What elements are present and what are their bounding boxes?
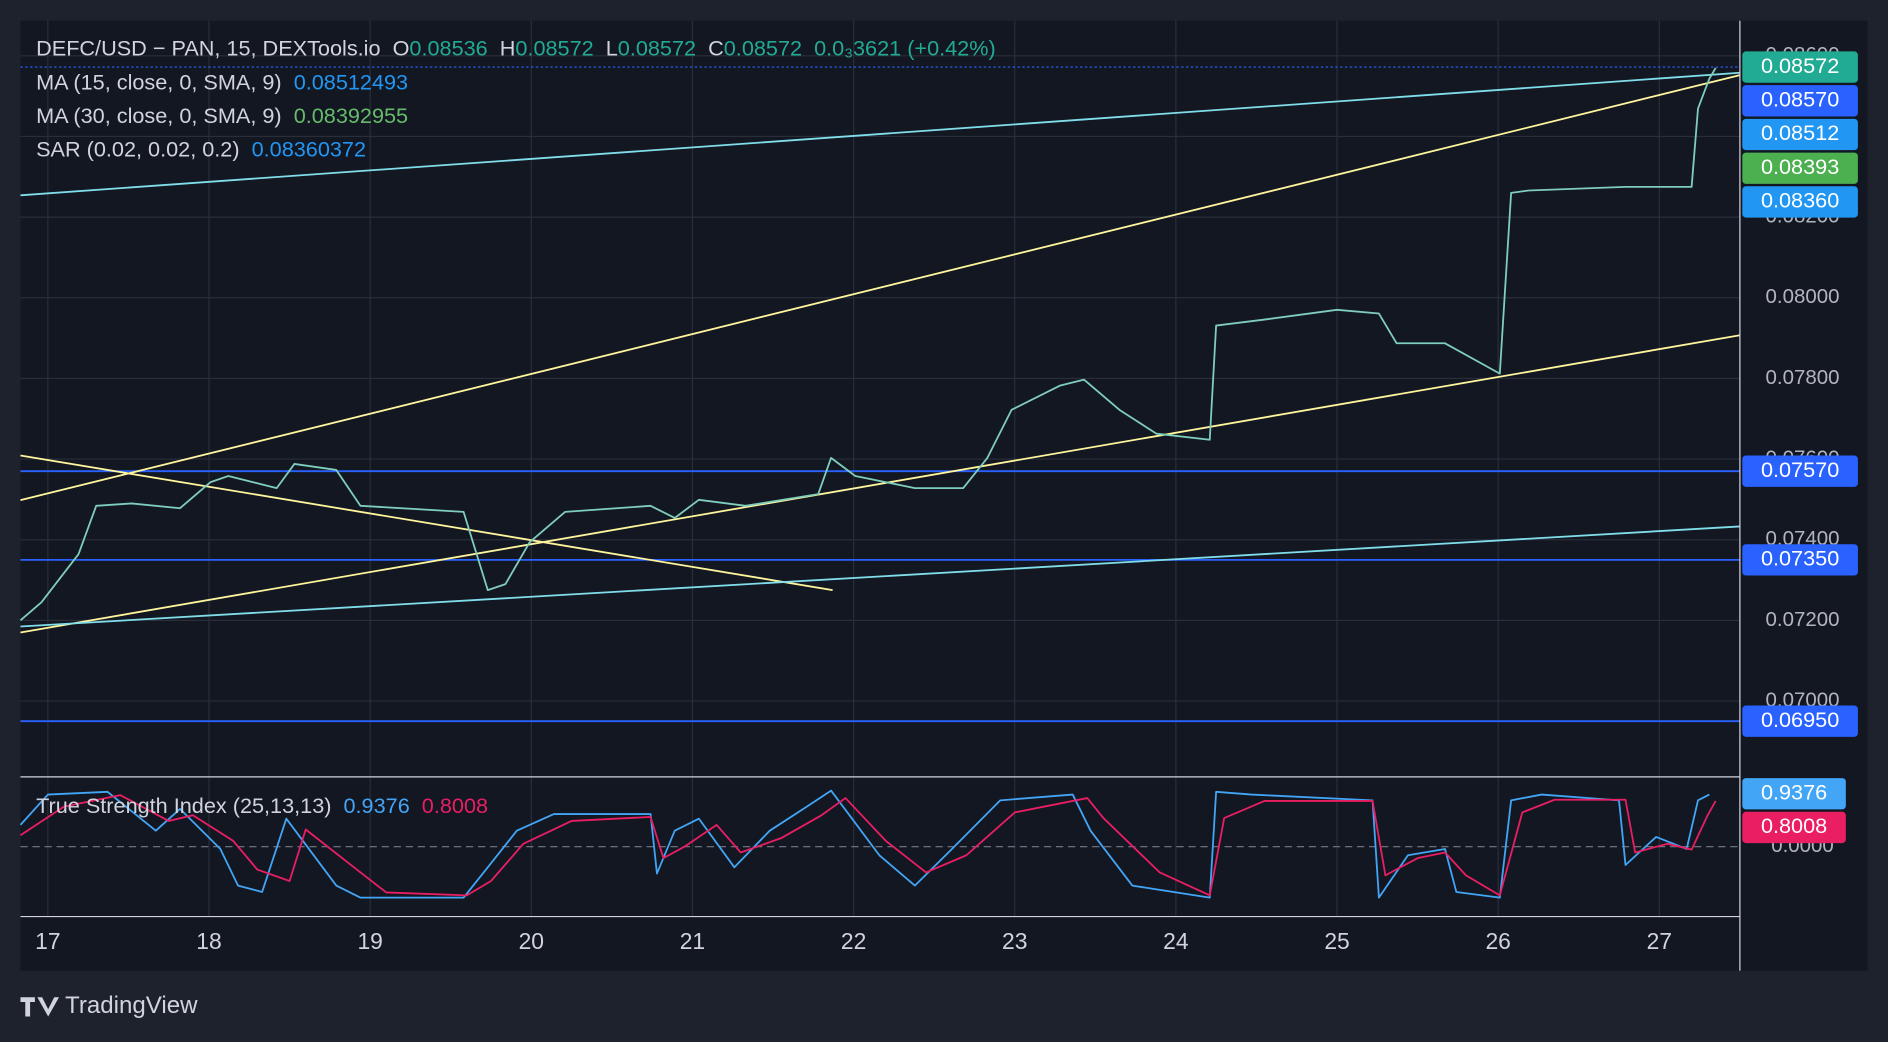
price-tag [1742, 51, 1858, 83]
price-tag-label: 0.08570 [1761, 87, 1839, 112]
price-tag-label: 0.08393 [1761, 154, 1839, 179]
price-tag [1742, 186, 1858, 218]
ohlc-value: 0.08536 [409, 35, 487, 60]
x-tick-label: 26 [1485, 928, 1510, 954]
tsi-line [19, 789, 1710, 899]
ohlc-name: L [606, 35, 618, 60]
trendline [20, 334, 1741, 634]
change: 0.0₃3621 (+0.42%) [814, 35, 996, 60]
y-tick-label: 0.07200 [1766, 608, 1840, 631]
indicator-value: 0.08360372 [252, 136, 366, 161]
hline-tag-label: 0.06950 [1761, 707, 1839, 732]
ohlc-name: C [708, 35, 724, 60]
x-tick-label: 23 [1002, 928, 1027, 954]
price-line [19, 67, 1717, 622]
hline-tag [1742, 705, 1858, 737]
price-tag [1742, 152, 1858, 184]
indicator-legend: SAR (0.02, 0.02, 0.2) 0.08360372 [36, 136, 366, 161]
ohlc-value: 0.08572 [515, 35, 593, 60]
price-tag-label: 0.08512 [1761, 120, 1839, 145]
price-tag [1742, 85, 1858, 117]
trendline [20, 74, 1741, 502]
trendline [20, 454, 833, 592]
ohlc-value: 0.08572 [618, 35, 696, 60]
x-tick-label: 22 [841, 928, 866, 954]
ohlc-name: H [500, 35, 516, 60]
hline-tag-label: 0.07570 [1761, 457, 1839, 482]
indicator-value: 0.08512493 [294, 69, 408, 94]
x-tick-label: 21 [680, 928, 705, 954]
x-tick-label: 19 [357, 928, 382, 954]
grid [20, 20, 1740, 917]
indicator-legend: MA (15, close, 0, SMA, 9) 0.08512493 [36, 69, 408, 94]
x-tick-label: 25 [1324, 928, 1349, 954]
tsi-legend: True Strength Index (25,13,13) 0.9376 0.80… [36, 793, 488, 818]
tsi-title: True Strength Index (25,13,13) [36, 793, 331, 818]
brand-name: TradingView [65, 992, 198, 1019]
tsi-tag-label: 0.9376 [1761, 779, 1827, 804]
ohlc-value: 0.08572 [724, 35, 802, 60]
x-tick-label: 18 [196, 928, 221, 954]
price-tag-label: 0.08360 [1761, 188, 1839, 213]
indicator-value: 0.08392955 [294, 103, 408, 128]
trendline [20, 525, 1740, 628]
price-tag-label: 0.08572 [1761, 53, 1839, 78]
tsi-tag [1742, 778, 1846, 810]
tsi-value: 0.8008 [422, 793, 488, 818]
marks [19, 66, 1741, 899]
hline-tag [1742, 544, 1858, 576]
tsi-value: 0.9376 [344, 793, 410, 818]
tsi-tag [1742, 811, 1846, 844]
tsi-tag-label: 0.8008 [1761, 813, 1827, 838]
header-legend: DEFC/USD − PAN, 15, DEXTools.io O0.08536 H… [36, 35, 996, 60]
y-tick-label: 0.08000 [1766, 285, 1840, 308]
x-tick-label: 20 [519, 928, 544, 954]
plot-area [20, 20, 1740, 971]
x-tick-label: 17 [35, 928, 60, 954]
indicator-name: MA (15, close, 0, SMA, 9) [36, 69, 282, 94]
brand-logo: TradingView [20, 992, 198, 1019]
hline-tag [1742, 455, 1858, 487]
indicator-legend: MA (30, close, 0, SMA, 9) 0.08392955 [36, 103, 408, 128]
indicator-name: SAR (0.02, 0.02, 0.2) [36, 136, 239, 161]
hline-tag-label: 0.07350 [1761, 546, 1839, 571]
indicator-name: MA (30, close, 0, SMA, 9) [36, 103, 282, 128]
x-tick-label: 27 [1647, 928, 1672, 954]
x-tick-label: 24 [1163, 928, 1189, 954]
y-tick-label: 0.07800 [1766, 366, 1840, 389]
ohlc-name: O [393, 35, 410, 60]
price-tag [1742, 118, 1858, 151]
labels: 0.070000.072000.074000.076000.078000.080… [35, 35, 1858, 954]
trendline [20, 71, 1740, 197]
symbol-title: DEFC/USD − PAN, 15, DEXTools.io [36, 35, 380, 60]
tsi-line [19, 794, 1717, 897]
